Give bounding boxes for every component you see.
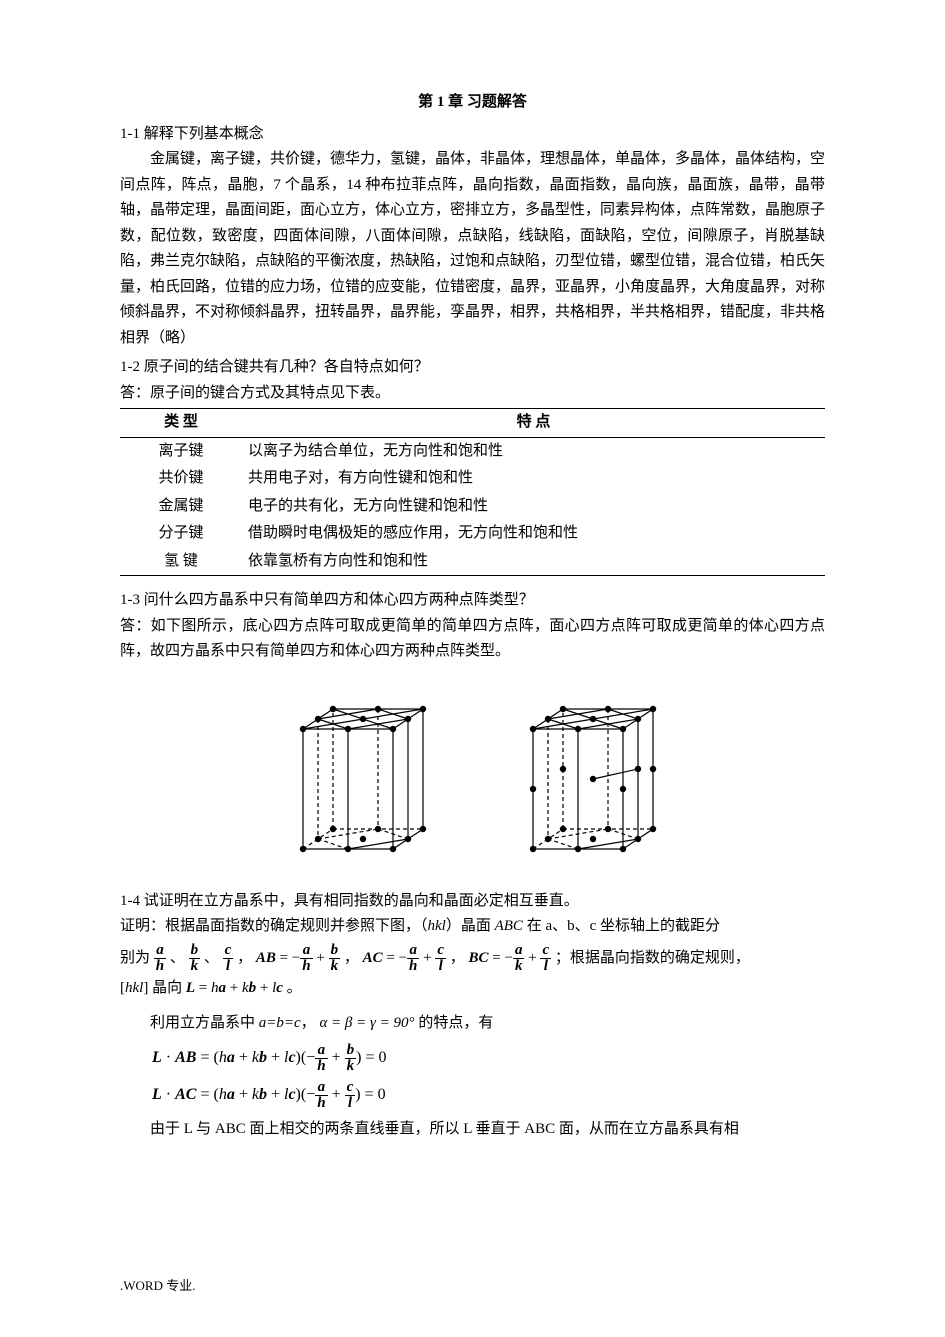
cell-type: 共价键 bbox=[120, 465, 242, 493]
cell-type: 金属键 bbox=[120, 493, 242, 521]
col-type-header: 类 型 bbox=[120, 409, 242, 438]
q4-proof-line3: [hkl] 晶向 L = ha + kb + lc 。 bbox=[120, 976, 825, 1002]
lattice-diagrams bbox=[120, 679, 825, 869]
cell-type: 离子键 bbox=[120, 437, 242, 465]
table-row: 金属键 电子的共有化，无方向性键和饱和性 bbox=[120, 493, 825, 521]
q4-conclusion: 由于 L 与 ABC 面上相交的两条直线垂直，所以 L 垂直于 ABC 面，从而… bbox=[120, 1117, 825, 1143]
table-row: 离子键 以离子为结合单位，无方向性和饱和性 bbox=[120, 437, 825, 465]
lattice-left-diagram bbox=[273, 679, 443, 869]
cell-feat: 电子的共有化，无方向性键和饱和性 bbox=[242, 493, 825, 521]
q4-proof-line1: 证明：根据晶面指数的确定规则并参照下图，（hkl）晶面 ABC 在 a、b、c … bbox=[120, 914, 825, 940]
cell-feat: 借助瞬时电偶极矩的感应作用，无方向性和饱和性 bbox=[242, 520, 825, 548]
q4-header: 1-4 试证明在立方晶系中，具有相同指数的晶向和晶面必定相互垂直。 bbox=[120, 889, 825, 915]
q4-eq1: L · AB = (ha + kb + lc)(−ah + bk) = 0 bbox=[152, 1043, 825, 1074]
table-header-row: 类 型 特 点 bbox=[120, 409, 825, 438]
bond-table: 类 型 特 点 离子键 以离子为结合单位，无方向性和饱和性 共价键 共用电子对，… bbox=[120, 408, 825, 576]
cell-feat: 依靠氢桥有方向性和饱和性 bbox=[242, 548, 825, 576]
cell-type: 分子键 bbox=[120, 520, 242, 548]
q4-eq2: L · AC = (ha + kb + lc)(−ah + cl) = 0 bbox=[152, 1080, 825, 1111]
q1-body: 金属键，离子键，共价键，德华力，氢键，晶体，非晶体，理想晶体，单晶体，多晶体，晶… bbox=[120, 147, 825, 351]
lattice-right-diagram bbox=[503, 679, 673, 869]
q4-proof-line4: 利用立方晶系中 a=b=c， α = β = γ = 90° 的特点，有 bbox=[120, 1011, 825, 1037]
q2-header: 1-2 原子间的结合键共有几种？各自特点如何？ bbox=[120, 355, 825, 381]
page-title: 第 1 章 习题解答 bbox=[120, 90, 825, 116]
table-row: 分子键 借助瞬时电偶极矩的感应作用，无方向性和饱和性 bbox=[120, 520, 825, 548]
q2-answer-intro: 答：原子间的键合方式及其特点见下表。 bbox=[120, 381, 825, 407]
q3-header: 1-3 问什么四方晶系中只有简单四方和体心四方两种点阵类型？ bbox=[120, 588, 825, 614]
col-feat-header: 特 点 bbox=[242, 409, 825, 438]
cell-feat: 以离子为结合单位，无方向性和饱和性 bbox=[242, 437, 825, 465]
page-footer: .WORD 专业. bbox=[120, 1275, 195, 1297]
table-row: 共价键 共用电子对，有方向性键和饱和性 bbox=[120, 465, 825, 493]
table-row: 氢 键 依靠氢桥有方向性和饱和性 bbox=[120, 548, 825, 576]
q1-header: 1-1 解释下列基本概念 bbox=[120, 122, 825, 148]
q4-proof-line2: 别为 ah 、 bk 、 cl ， AB = −ah + bk ， AC = −… bbox=[120, 940, 825, 976]
q3-answer: 答：如下图所示，底心四方点阵可取成更简单的简单四方点阵，面心四方点阵可取成更简单… bbox=[120, 614, 825, 665]
cell-type: 氢 键 bbox=[120, 548, 242, 576]
cell-feat: 共用电子对，有方向性键和饱和性 bbox=[242, 465, 825, 493]
